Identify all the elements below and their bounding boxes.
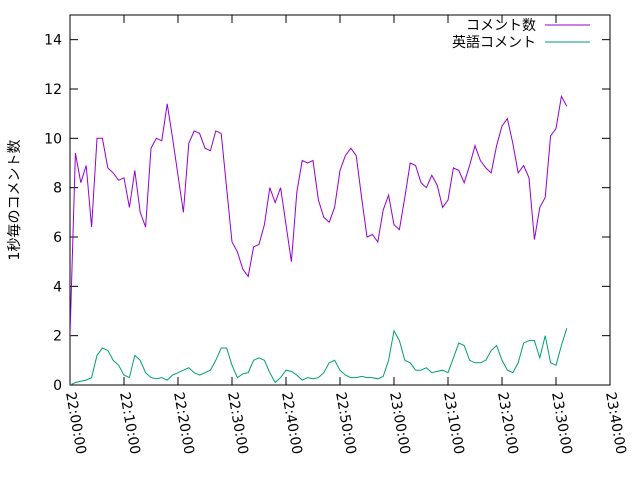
x-tick-label: 23:30:00: [548, 391, 575, 456]
y-tick-label: 14: [44, 33, 62, 49]
x-tick-label: 23:20:00: [494, 391, 521, 456]
x-tick-label: 22:20:00: [170, 391, 197, 456]
series-layer: [70, 94, 568, 385]
x-tick-label: 22:40:00: [278, 391, 305, 456]
x-tick-label: 23:00:00: [386, 391, 413, 456]
series-line-2: [70, 328, 568, 385]
x-tick-label: 23:10:00: [440, 391, 467, 456]
y-tick-label: 0: [53, 378, 62, 394]
plot-frame: [69, 14, 611, 386]
x-axis-ticks: 22:00:00 22:10:00 22:20:00 22:30:00 22:40:00…: [62, 15, 629, 456]
y-tick-label: 10: [44, 131, 62, 147]
legend-label-2: 英語コメント: [452, 34, 536, 51]
y-axis-ticks: 0 2 4 6 8 10 12 14: [44, 33, 610, 394]
y-tick-label: 8: [53, 181, 62, 197]
y-axis-label: 1秒毎のコメント数: [7, 140, 23, 261]
y-tick-label: 6: [53, 230, 62, 246]
x-tick-label: 22:30:00: [224, 391, 251, 456]
x-tick-label: 22:00:00: [62, 391, 89, 456]
y-tick-label: 4: [53, 279, 62, 295]
x-tick-label: 22:10:00: [116, 391, 143, 456]
legend-label-1: コメント数: [466, 18, 536, 34]
x-tick-label: 22:50:00: [332, 391, 359, 456]
y-tick-label: 2: [53, 329, 62, 345]
x-tick-label: 23:40:00: [602, 391, 629, 456]
series-line-1: [70, 94, 568, 336]
y-tick-label: 12: [44, 82, 62, 98]
